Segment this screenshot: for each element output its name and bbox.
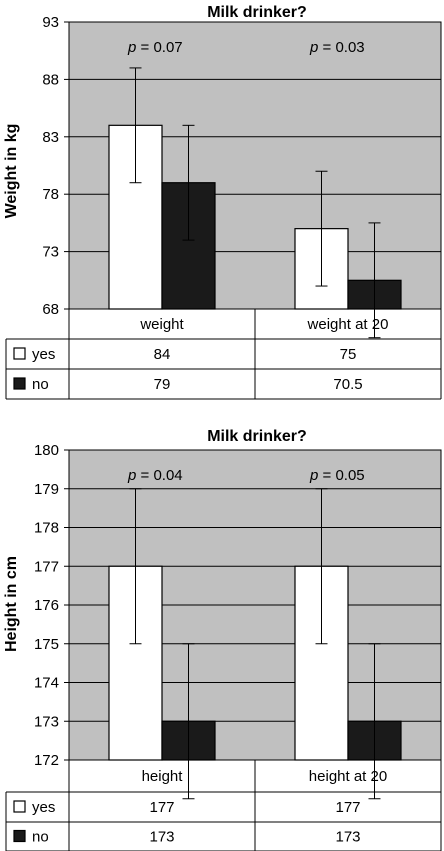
p-symbol: p (127, 39, 136, 56)
p-value: = 0.05 (318, 467, 364, 484)
table-value-cell: 173 (149, 829, 174, 846)
y-tick-label: 83 (42, 129, 59, 146)
height-chart: Milk drinker? Height in cm 1721731741751… (3, 428, 442, 851)
data-table: weight weight at 20 yes 84 75 no 79 70.5 (5, 308, 442, 400)
weight-chart: Milk drinker? Weight in kg 687378838893 … (3, 4, 442, 400)
legend-label: no (32, 829, 49, 846)
table-value-cell: 173 (335, 829, 360, 846)
y-tick-label: 174 (34, 675, 59, 692)
y-tick-labels: 172 173 174 175 176 177 178 179 180 (34, 442, 59, 769)
table-header-cell: weight at 20 (307, 316, 389, 333)
y-tick-label: 180 (34, 442, 59, 459)
p-value-label: p = 0.07 (127, 39, 183, 56)
legend-label: yes (32, 799, 55, 816)
p-value-label: p = 0.03 (309, 39, 365, 56)
y-axis-label: Height in cm (3, 556, 20, 652)
y-tick-labels: 68 73 78 83 88 93 (42, 14, 59, 318)
y-tick-label: 179 (34, 481, 59, 498)
y-tick-label: 175 (34, 636, 59, 653)
legend-swatch-no (13, 377, 26, 390)
table-value-cell: 79 (154, 376, 171, 393)
error-bars (129, 67, 381, 339)
legend-swatch-yes (13, 800, 26, 813)
y-tick-label: 73 (42, 244, 59, 261)
error-bars (129, 488, 381, 800)
y-tick-label: 88 (42, 71, 59, 88)
p-symbol: p (309, 467, 318, 484)
legend-label: no (32, 376, 49, 393)
p-value: = 0.03 (318, 39, 364, 56)
table-header-cell: weight (139, 316, 184, 333)
chart-title: Milk drinker? (207, 428, 307, 445)
p-value-annotations: p = 0.04 p = 0.05 (127, 467, 365, 484)
table-value-cell: 84 (154, 346, 171, 363)
y-tick-label: 68 (42, 301, 59, 318)
data-table: height height at 20 yes 177 177 no 173 173 (5, 759, 442, 851)
table-header-cell: height (142, 768, 184, 785)
y-axis-label: Weight in kg (3, 124, 20, 219)
legend-label: yes (32, 346, 55, 363)
p-value: = 0.07 (136, 39, 182, 56)
legend-swatch-yes (13, 347, 26, 360)
table-value-cell: 75 (340, 346, 357, 363)
chart-title: Milk drinker? (207, 4, 307, 21)
table-value-cell: 70.5 (333, 376, 362, 393)
legend-swatch-no (13, 829, 26, 843)
table-value-cell: 177 (335, 799, 360, 816)
y-tick-label: 177 (34, 558, 59, 575)
table-header-cell: height at 20 (309, 768, 387, 785)
y-tick-label: 93 (42, 14, 59, 31)
y-tick-label: 178 (34, 520, 59, 537)
y-tick-label: 78 (42, 186, 59, 203)
p-value-annotations: p = 0.07 p = 0.03 (127, 39, 365, 56)
y-tick-label: 176 (34, 597, 59, 614)
p-symbol: p (309, 39, 318, 56)
y-tick-label: 173 (34, 713, 59, 730)
p-value-label: p = 0.04 (127, 467, 183, 484)
p-symbol: p (127, 467, 136, 484)
table-value-cell: 177 (149, 799, 174, 816)
y-tick-label: 172 (34, 752, 59, 769)
p-value-label: p = 0.05 (309, 467, 365, 484)
p-value: = 0.04 (136, 467, 182, 484)
